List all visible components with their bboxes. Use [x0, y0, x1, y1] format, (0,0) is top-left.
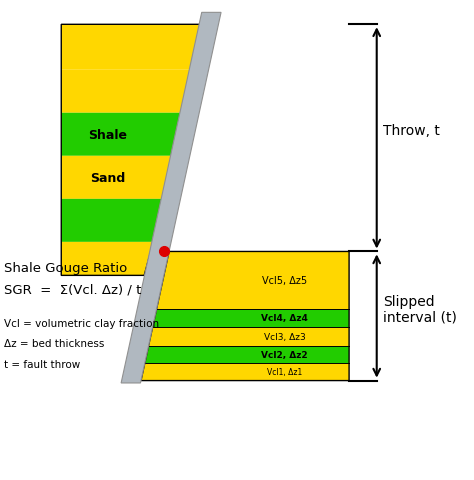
Text: Throw, t: Throw, t: [383, 123, 439, 137]
Text: Δz = bed thickness: Δz = bed thickness: [4, 339, 104, 349]
Polygon shape: [61, 199, 165, 242]
Polygon shape: [156, 252, 349, 309]
Polygon shape: [141, 363, 349, 381]
Polygon shape: [61, 114, 189, 156]
Text: Vcl = volumetric clay fraction: Vcl = volumetric clay fraction: [4, 319, 159, 329]
Polygon shape: [121, 13, 221, 383]
Polygon shape: [61, 71, 201, 114]
Polygon shape: [153, 309, 349, 327]
Text: Vcl4, Δz4: Vcl4, Δz4: [261, 313, 308, 323]
Text: Vcl1, Δz1: Vcl1, Δz1: [267, 368, 302, 376]
Polygon shape: [61, 156, 177, 199]
Text: SGR  =  Σ(Vcl. Δz) / t: SGR = Σ(Vcl. Δz) / t: [4, 283, 141, 296]
Polygon shape: [148, 327, 349, 346]
Text: Sand: Sand: [90, 171, 125, 184]
Text: Shale Gouge Ratio: Shale Gouge Ratio: [4, 262, 127, 275]
Text: Slipped
interval (t): Slipped interval (t): [383, 294, 456, 324]
Polygon shape: [145, 346, 349, 363]
Text: Vcl3, Δz3: Vcl3, Δz3: [264, 332, 305, 341]
Text: Vcl5, Δz5: Vcl5, Δz5: [262, 276, 307, 286]
Text: Shale: Shale: [88, 129, 127, 142]
Text: t = fault throw: t = fault throw: [4, 359, 80, 369]
Polygon shape: [61, 25, 213, 71]
Polygon shape: [61, 242, 154, 276]
Text: Vcl2, Δz2: Vcl2, Δz2: [261, 350, 308, 359]
